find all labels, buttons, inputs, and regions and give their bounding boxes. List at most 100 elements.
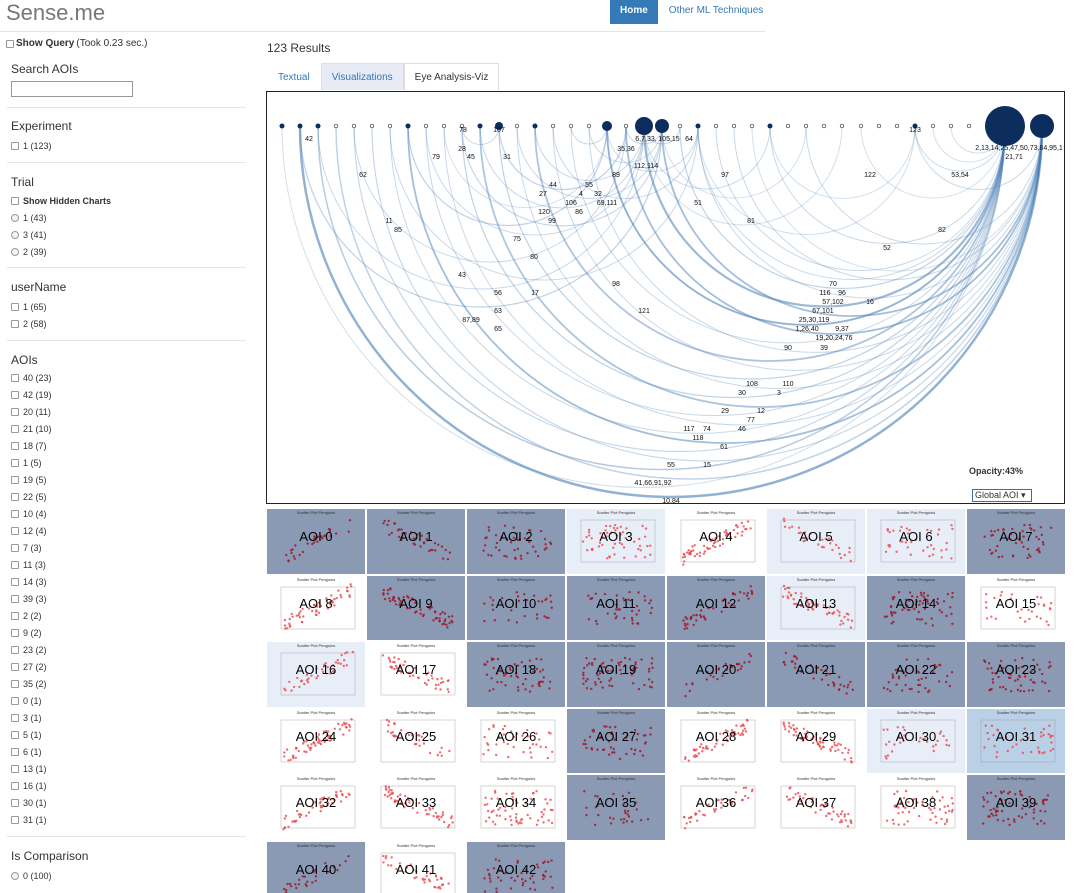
aoi-thumbnail[interactable]: Scatter Plot Penguins AOI 31: [966, 707, 1066, 774]
aoi-thumbnail[interactable]: Scatter Plot Penguins AOI 2: [466, 508, 566, 575]
experiment-checkbox[interactable]: [11, 141, 19, 150]
aoi-filter-option[interactable]: 18 (7): [11, 437, 246, 454]
aoi-node[interactable]: [749, 123, 755, 129]
aoi-filter-option[interactable]: 13 (1): [11, 760, 246, 777]
aoi-thumbnail[interactable]: Scatter Plot Penguins AOI 12: [666, 574, 766, 641]
aoi-thumbnail[interactable]: Scatter Plot Penguins AOI 36: [666, 774, 766, 841]
aoi-filter-option[interactable]: 31 (1): [11, 811, 246, 828]
aoi-filter-checkbox[interactable]: [11, 577, 19, 586]
aoi-filter-option[interactable]: 7 (3): [11, 539, 246, 556]
aoi-node[interactable]: [351, 123, 357, 129]
aoi-thumbnail[interactable]: Scatter Plot Penguins AOI 24: [266, 707, 366, 774]
aoi-node[interactable]: [623, 123, 629, 129]
aoi-node[interactable]: [405, 123, 411, 129]
aoi-filter-option[interactable]: 10 (4): [11, 505, 246, 522]
aoi-thumbnail[interactable]: Scatter Plot Penguins AOI 33: [366, 774, 466, 841]
aoi-node[interactable]: [333, 123, 339, 129]
aoi-node[interactable]: [912, 123, 918, 129]
aoi-thumbnail[interactable]: Scatter Plot Penguins AOI 4: [666, 508, 766, 575]
aoi-filter-option[interactable]: 1 (5): [11, 454, 246, 471]
search-aoi-input[interactable]: [11, 81, 133, 97]
aoi-node[interactable]: [550, 123, 556, 129]
arc-diagram-panel[interactable]: 42 79 28 45 31 78 107 35,36 6,7,33, 105,15 64 112,1…: [266, 91, 1065, 504]
username-option[interactable]: 2 (58): [11, 315, 246, 332]
aoi-node[interactable]: [635, 117, 653, 135]
aoi-node[interactable]: [315, 123, 321, 129]
aoi-node[interactable]: [894, 123, 900, 129]
aoi-node[interactable]: [966, 123, 972, 129]
aoi-filter-option[interactable]: 2 (2): [11, 607, 246, 624]
aoi-thumbnail[interactable]: Scatter Plot Penguins AOI 9: [366, 574, 466, 641]
aoi-filter-option[interactable]: 42 (19): [11, 386, 246, 403]
aoi-filter-checkbox[interactable]: [11, 611, 19, 620]
home-nav-button[interactable]: Home: [610, 0, 658, 24]
aoi-thumbnail[interactable]: Scatter Plot Penguins AOI 16: [266, 641, 366, 708]
aoi-thumbnail[interactable]: Scatter Plot Penguins AOI 1: [366, 508, 466, 575]
show-hidden-checkbox[interactable]: [11, 196, 19, 205]
aoi-filter-checkbox[interactable]: [11, 509, 19, 518]
aoi-thumbnail[interactable]: Scatter Plot Penguins AOI 6: [866, 508, 966, 575]
aoi-filter-checkbox[interactable]: [11, 679, 19, 688]
aoi-node[interactable]: [930, 123, 936, 129]
other-ml-nav-link[interactable]: Other ML Techniques: [668, 5, 764, 16]
aoi-thumbnail[interactable]: Scatter Plot Penguins AOI 15: [966, 574, 1066, 641]
aoi-filter-option[interactable]: 30 (1): [11, 794, 246, 811]
aoi-node[interactable]: [821, 123, 827, 129]
aoi-node[interactable]: [423, 123, 429, 129]
aoi-filter-checkbox[interactable]: [11, 492, 19, 501]
trial-option[interactable]: 3 (41): [11, 226, 246, 243]
aoi-thumbnail[interactable]: Scatter Plot Penguins AOI 27: [566, 707, 666, 774]
aoi-filter-option[interactable]: 35 (2): [11, 675, 246, 692]
aoi-node[interactable]: [695, 123, 701, 129]
aoi-node[interactable]: [441, 123, 447, 129]
aoi-filter-checkbox[interactable]: [11, 373, 19, 382]
aoi-filter-checkbox[interactable]: [11, 662, 19, 671]
aoi-node[interactable]: [655, 119, 669, 133]
aoi-filter-checkbox[interactable]: [11, 526, 19, 535]
aoi-filter-option[interactable]: 9 (2): [11, 624, 246, 641]
aoi-node[interactable]: [495, 122, 503, 130]
aoi-thumbnail[interactable]: Scatter Plot Penguins AOI 34: [466, 774, 566, 841]
brand-logo[interactable]: Sense.me: [6, 0, 106, 25]
aoi-thumbnail[interactable]: Scatter Plot Penguins AOI 21: [766, 641, 866, 708]
aoi-filter-checkbox[interactable]: [11, 543, 19, 552]
trial-radio[interactable]: [11, 247, 19, 256]
aoi-filter-option[interactable]: 19 (5): [11, 471, 246, 488]
comparison-radio[interactable]: [11, 871, 19, 880]
aoi-node[interactable]: [514, 123, 520, 129]
aoi-node[interactable]: [586, 123, 592, 129]
aoi-filter-checkbox[interactable]: [11, 560, 19, 569]
aoi-filter-checkbox[interactable]: [11, 594, 19, 603]
trial-radio[interactable]: [11, 213, 19, 222]
aoi-filter-option[interactable]: 11 (3): [11, 556, 246, 573]
aoi-node[interactable]: [839, 123, 845, 129]
tab-textual[interactable]: Textual: [278, 72, 310, 83]
aoi-thumbnail[interactable]: Scatter Plot Penguins AOI 39: [966, 774, 1066, 841]
aoi-thumbnail[interactable]: Scatter Plot Penguins AOI 38: [866, 774, 966, 841]
aoi-filter-option[interactable]: 6 (1): [11, 743, 246, 760]
aoi-thumbnail[interactable]: Scatter Plot Penguins AOI 7: [966, 508, 1066, 575]
aoi-thumbnail[interactable]: Scatter Plot Penguins AOI 37: [766, 774, 866, 841]
trial-option[interactable]: 2 (39): [11, 243, 246, 260]
username-option[interactable]: 1 (65): [11, 298, 246, 315]
aoi-filter-option[interactable]: 39 (3): [11, 590, 246, 607]
aoi-thumbnail[interactable]: Scatter Plot Penguins AOI 29: [766, 707, 866, 774]
aoi-thumbnail[interactable]: Scatter Plot Penguins AOI 32: [266, 774, 366, 841]
aoi-filter-checkbox[interactable]: [11, 407, 19, 416]
aoi-thumbnail[interactable]: Scatter Plot Penguins AOI 30: [866, 707, 966, 774]
experiment-option[interactable]: 1 (123): [11, 137, 246, 154]
aoi-filter-option[interactable]: 16 (1): [11, 777, 246, 794]
aoi-thumbnail[interactable]: Scatter Plot Penguins AOI 5: [766, 508, 866, 575]
aoi-node[interactable]: [876, 123, 882, 129]
aoi-thumbnail[interactable]: Scatter Plot Penguins AOI 8: [266, 574, 366, 641]
aoi-thumbnail[interactable]: Scatter Plot Penguins AOI 14: [866, 574, 966, 641]
aoi-filter-option[interactable]: 0 (1): [11, 692, 246, 709]
aoi-node[interactable]: [387, 123, 393, 129]
aoi-filter-option[interactable]: 14 (3): [11, 573, 246, 590]
aoi-thumbnail[interactable]: Scatter Plot Penguins AOI 22: [866, 641, 966, 708]
aoi-thumbnail[interactable]: Scatter Plot Penguins AOI 0: [266, 508, 366, 575]
aoi-node[interactable]: [369, 123, 375, 129]
aoi-node[interactable]: [1030, 114, 1054, 138]
aoi-thumbnail[interactable]: Scatter Plot Penguins AOI 40: [266, 840, 366, 893]
